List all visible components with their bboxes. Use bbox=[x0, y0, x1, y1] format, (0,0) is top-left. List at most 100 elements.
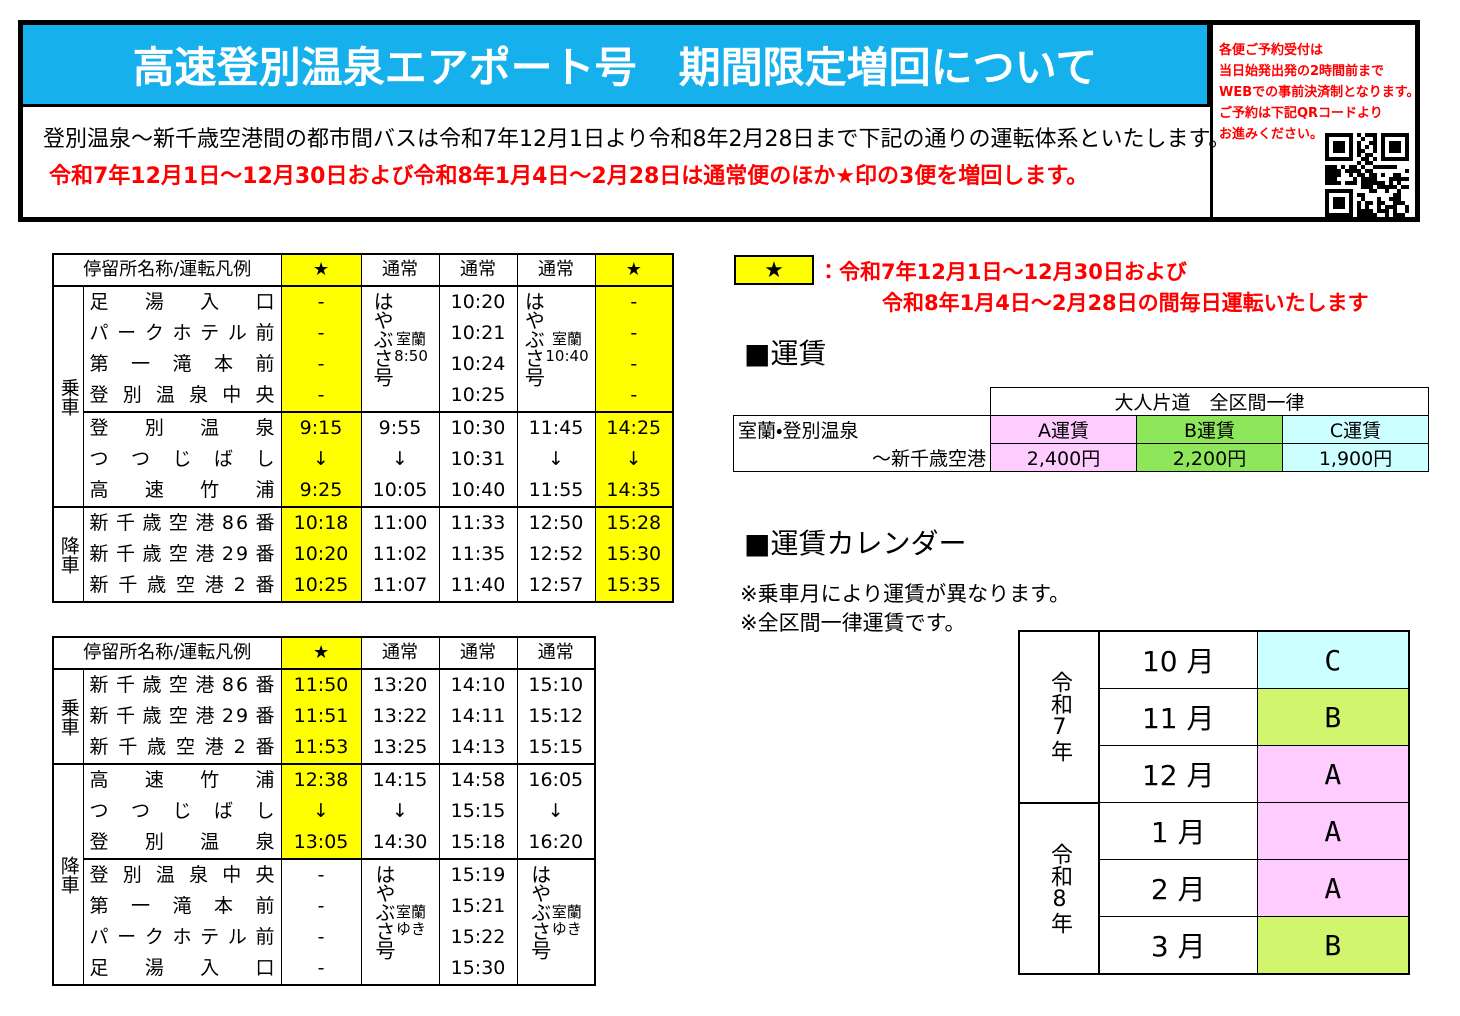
special-wrap: はやぶさ号 室蘭 ゆき bbox=[362, 864, 439, 959]
stop-name: パークホテル前 bbox=[89, 926, 277, 948]
time-cell: - bbox=[594, 380, 674, 412]
qr-cell bbox=[1373, 145, 1377, 149]
column-header: 停留所名称/運転凡例 bbox=[52, 637, 282, 670]
note-line: 8:50 bbox=[394, 346, 428, 365]
time-cell: 11:50 bbox=[280, 668, 362, 701]
fare-class: A bbox=[1256, 802, 1410, 860]
qr-cell bbox=[1385, 185, 1389, 189]
group-label: 降車 bbox=[52, 506, 84, 603]
stop-cell: 登別温泉中央 bbox=[82, 858, 282, 891]
qr-cell bbox=[1377, 209, 1381, 213]
route-to: ～新千歳空港 bbox=[733, 443, 991, 472]
stop-name: 第一滝本前 bbox=[89, 895, 277, 917]
note-line: 10:40 bbox=[545, 346, 589, 365]
time-cell: ↓ bbox=[280, 444, 362, 475]
qr-cell bbox=[1357, 205, 1361, 209]
stop-cell: 第一滝本前 bbox=[82, 349, 282, 380]
time-cell: 10:21 bbox=[438, 318, 518, 349]
qr-cell bbox=[1373, 165, 1377, 169]
time-cell: 12:38 bbox=[280, 763, 362, 796]
qr-cell bbox=[1401, 185, 1405, 189]
time-cell: 10:25 bbox=[280, 570, 362, 602]
qr-cell bbox=[1405, 209, 1409, 213]
qr-cell bbox=[1373, 149, 1377, 153]
qr-cell bbox=[1329, 177, 1333, 181]
qr-cell bbox=[1345, 181, 1349, 185]
qr-cell bbox=[1361, 157, 1365, 161]
fare-row: ～新千歳空港 2,400円 2,200円 1,900円 bbox=[733, 443, 1430, 472]
qr-cell bbox=[1373, 181, 1377, 185]
qr-cell bbox=[1393, 173, 1397, 177]
fare-name: B運賃 bbox=[1136, 415, 1283, 444]
fare-class: C bbox=[1256, 630, 1410, 689]
time-cell: 14:25 bbox=[594, 411, 674, 444]
time-cell: 15:10 bbox=[516, 668, 596, 701]
column-header: 停留所名称/運転凡例 bbox=[52, 254, 282, 287]
qr-cell bbox=[1393, 209, 1397, 213]
stop-name: 高速竹浦 bbox=[89, 479, 277, 501]
qr-cell bbox=[1381, 173, 1385, 177]
qr-cell bbox=[1373, 173, 1377, 177]
qr-cell bbox=[1337, 169, 1341, 173]
qr-cell bbox=[1361, 165, 1365, 169]
qr-cell bbox=[1357, 209, 1361, 213]
qr-cell bbox=[1389, 165, 1393, 169]
time-cell: 10:25 bbox=[438, 380, 518, 412]
qr-cell bbox=[1373, 133, 1377, 137]
stop-row: 降車 高速竹浦 12:38 14:15 14:58 16:05 bbox=[52, 763, 596, 986]
qr-cell bbox=[1357, 153, 1361, 157]
notice-line: WEBでの事前決済制となります。 bbox=[1219, 85, 1420, 100]
section-heading: ■運賃 bbox=[744, 337, 827, 370]
qr-cell bbox=[1357, 173, 1361, 177]
qr-cell bbox=[1401, 201, 1405, 205]
qr-cell bbox=[1349, 165, 1353, 169]
service-name: はやぶさ号 bbox=[370, 291, 395, 386]
qr-cell bbox=[1361, 149, 1365, 153]
qr-cell bbox=[1369, 209, 1373, 213]
timetable: 停留所名称/運転凡例 ★ 通常 通常 通常 ★ 乗車 足湯入口 - はやぶさ号 室蘭 8:50 10:2… bbox=[52, 253, 675, 603]
era: 令和8年 bbox=[1018, 801, 1100, 975]
qr-cell bbox=[1381, 201, 1385, 205]
time-cell: 14:13 bbox=[438, 732, 518, 764]
stop-name: 新千歳空港86番 bbox=[89, 674, 277, 696]
stop-cell: つつじばし bbox=[82, 796, 282, 827]
qr-cell bbox=[1369, 185, 1373, 189]
highlight-text: 令和7年12月1日～12月30日および令和8年1月4日～2月28日は通常便のほか… bbox=[49, 164, 1089, 189]
timetable: 停留所名称/運転凡例 ★ 通常 通常 通常 乗車 新千歳空港86番 11:50 13:20 14:… bbox=[52, 636, 597, 986]
qr-cell bbox=[1365, 133, 1369, 137]
stop-row: 降車 新千歳空港86番 10:18 11:00 11:33 12:50 15:28 bbox=[52, 506, 674, 603]
qr-cell bbox=[1353, 181, 1357, 185]
qr-cell bbox=[1369, 189, 1373, 193]
qr-cell bbox=[1393, 177, 1397, 181]
title: 高速登別温泉エアポート号 期間限定増回について bbox=[23, 25, 1210, 107]
time-cell: 14:11 bbox=[438, 701, 518, 732]
qr-cell bbox=[1377, 205, 1381, 209]
stop-name: 新千歳空港2番 bbox=[89, 736, 277, 758]
time-cell: 11:07 bbox=[360, 570, 440, 602]
qr-cell bbox=[1349, 181, 1353, 185]
stop-row: 高速竹浦 9:25 10:05 10:40 11:55 14:35 bbox=[53, 475, 674, 507]
qr-cell bbox=[1405, 205, 1409, 209]
qr-cell bbox=[1393, 165, 1397, 169]
notice-line: ご予約は下記QRコードより bbox=[1219, 106, 1383, 121]
stop-cell: 足湯入口 bbox=[82, 285, 282, 318]
qr-cell bbox=[1365, 177, 1369, 181]
note-line: ゆき bbox=[551, 919, 582, 938]
legend-text: ：令和7年12月1日～12月30日および bbox=[818, 260, 1187, 284]
fare-price: 2,200円 bbox=[1136, 443, 1283, 472]
section-heading: ■運賃カレンダー bbox=[744, 527, 967, 560]
qr-cell bbox=[1357, 145, 1361, 149]
qr-cell bbox=[1361, 177, 1365, 181]
qr-cell bbox=[1369, 213, 1373, 217]
qr-cell bbox=[1377, 201, 1381, 205]
stop-name: 登別温泉中央 bbox=[89, 384, 277, 406]
month: 2 月 bbox=[1098, 859, 1258, 917]
qr-cell bbox=[1385, 213, 1389, 217]
qr-cell bbox=[1369, 173, 1373, 177]
qr-cell bbox=[1357, 201, 1361, 205]
qr-cell bbox=[1329, 169, 1333, 173]
qr-cell bbox=[1369, 177, 1373, 181]
header-row: 停留所名称/運転凡例 ★ 通常 通常 通常 ★ bbox=[52, 254, 674, 287]
time-cell: - bbox=[594, 285, 674, 318]
